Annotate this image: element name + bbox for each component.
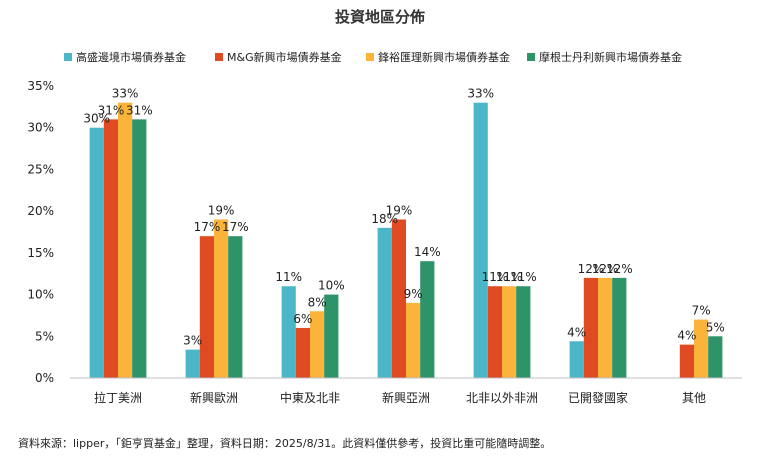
bar-series2-cat7 (679, 344, 694, 378)
data-label-series3-cat6: 12% (592, 262, 619, 276)
data-label-series1-cat3: 11% (275, 270, 302, 284)
y-tick-label: 35% (27, 79, 54, 93)
data-label-series4-cat7: 5% (706, 320, 725, 334)
bar-series4-cat6 (612, 277, 627, 378)
bar-series4-cat5 (516, 286, 531, 378)
x-axis: 拉丁美洲 新興歐洲 中東及北非 新興亞洲 北非以外非洲 已開發國家 其他 (70, 377, 742, 405)
bar-series1-cat4 (377, 227, 392, 378)
bar-series3-cat6 (598, 277, 613, 378)
x-category-label-7: 其他 (682, 391, 706, 405)
y-tick-label: 5% (35, 329, 54, 343)
legend-swatch-3 (366, 53, 374, 61)
bar-series2-cat5 (487, 286, 502, 378)
data-label-series2-cat2: 17% (194, 220, 221, 234)
legend-label-2: M&G新興市場債券基金 (227, 50, 342, 64)
bar-series2-cat4 (391, 219, 406, 378)
y-tick-label: 30% (27, 121, 54, 135)
data-label-series2-cat3: 6% (293, 312, 312, 326)
data-label-series2-cat4: 19% (386, 203, 413, 217)
bars (89, 102, 723, 378)
chart-title: 投資地區分佈 (335, 8, 425, 26)
bar-series3-cat1 (118, 102, 133, 378)
y-tick-label: 10% (27, 288, 54, 302)
bar-series2-cat2 (199, 236, 214, 378)
bar-series3-cat7 (694, 319, 709, 378)
data-label-series1-cat5: 33% (467, 87, 494, 101)
legend-label-3: 鋒裕匯理新興市場債券基金 (378, 50, 510, 64)
x-category-label-3: 中東及北非 (280, 390, 340, 405)
data-label-series3-cat1: 33% (112, 87, 139, 101)
data-label-series3-cat5: 11% (496, 270, 523, 284)
y-axis: 0% 5% 10% 15% 20% 25% 30% 35% (27, 79, 54, 385)
data-label-series1-cat4: 18% (371, 212, 398, 226)
x-category-label-4: 新興亞洲 (382, 390, 430, 405)
data-label-series4-cat6: 12% (606, 262, 633, 276)
data-label-series4-cat2: 17% (222, 220, 249, 234)
data-label-series4-cat3: 10% (318, 279, 345, 293)
x-category-label-2: 新興歐洲 (190, 390, 238, 405)
legend-swatch-2 (215, 53, 223, 61)
bar-series3-cat5 (502, 286, 517, 378)
data-label-series4-cat1: 31% (126, 103, 153, 117)
data-label-series3-cat4: 9% (404, 287, 423, 301)
data-label-series4-cat4: 14% (414, 245, 441, 259)
bar-series1-cat2 (185, 349, 200, 378)
bar-series4-cat3 (324, 294, 339, 378)
data-label-series2-cat5: 11% (482, 270, 509, 284)
data-label-series1-cat2: 3% (183, 334, 202, 348)
data-label-series1-cat6: 4% (567, 325, 586, 339)
data-label-series1-cat1: 30% (83, 112, 110, 126)
bar-series2-cat1 (103, 119, 118, 378)
x-category-label-6: 已開發國家 (568, 390, 628, 405)
bar-series4-cat4 (420, 261, 435, 378)
y-tick-label: 0% (35, 371, 54, 385)
legend-swatch-1 (64, 53, 72, 61)
legend-label-4: 摩根士丹利新興市場債券基金 (539, 50, 682, 64)
x-category-label-5: 北非以外非洲 (466, 391, 538, 405)
bar-series4-cat1 (132, 119, 147, 378)
y-tick-label: 15% (27, 246, 54, 260)
bar-series3-cat4 (406, 302, 421, 378)
y-tick-label: 20% (27, 204, 54, 218)
legend: 高盛邊境市場債券基金 M&G新興市場債券基金 鋒裕匯理新興市場債券基金 摩根士丹利新興… (64, 50, 682, 64)
data-label-series2-cat6: 12% (578, 262, 605, 276)
bar-series2-cat6 (583, 277, 598, 378)
bar-series4-cat7 (708, 336, 723, 378)
data-label-series3-cat3: 8% (308, 295, 327, 309)
data-label-series3-cat2: 19% (208, 203, 235, 217)
data-label-series2-cat1: 31% (98, 103, 125, 117)
bar-series1-cat5 (473, 102, 488, 378)
data-label-series3-cat7: 7% (692, 304, 711, 318)
x-category-label-1: 拉丁美洲 (94, 390, 142, 405)
y-tick-label: 25% (27, 162, 54, 176)
bar-series1-cat1 (89, 127, 104, 378)
data-label-series2-cat7: 4% (677, 329, 696, 343)
bar-series3-cat3 (310, 311, 325, 378)
bar-series2-cat3 (295, 327, 310, 378)
legend-label-1: 高盛邊境市場債券基金 (76, 50, 186, 64)
data-labels: 30%31%33%31%3%17%19%17%11%6%8%10%18%19%9… (83, 87, 724, 348)
bar-series3-cat2 (214, 219, 229, 378)
bar-series1-cat6 (569, 341, 584, 378)
data-label-series4-cat5: 11% (510, 270, 537, 284)
legend-swatch-4 (527, 53, 535, 61)
source-note: 資料來源：lipper，「鉅亨買基金」整理，資料日期：2025/8/31。此資料… (18, 436, 551, 450)
bar-series4-cat2 (228, 236, 243, 378)
bar-series1-cat3 (281, 286, 296, 378)
